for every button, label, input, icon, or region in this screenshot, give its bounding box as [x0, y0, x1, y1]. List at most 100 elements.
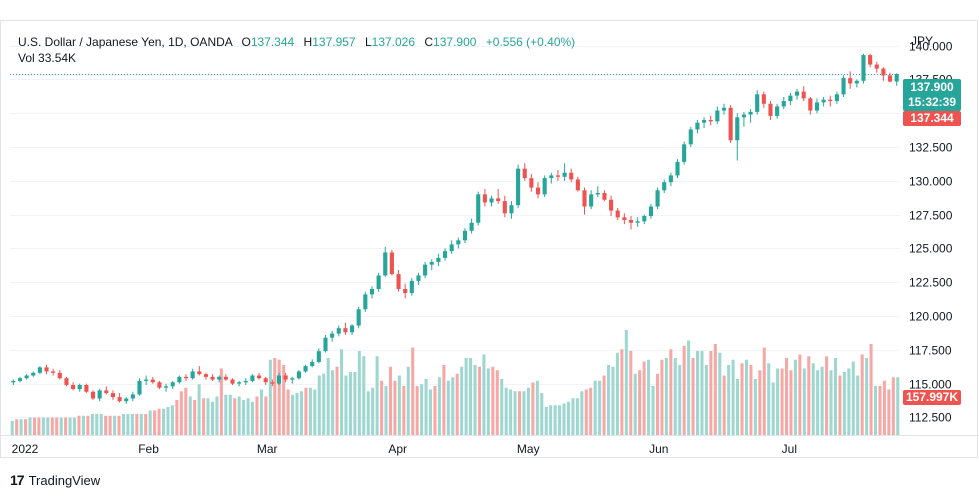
candle-body [675, 161, 680, 176]
volume-bar [758, 370, 762, 435]
price-axis-label: 125.000 [909, 242, 953, 256]
candle-body [363, 294, 368, 310]
volume-bar [157, 408, 161, 435]
volume-bar [55, 417, 59, 435]
volume-bar [50, 417, 54, 435]
volume-bar [860, 354, 864, 435]
candle-body [808, 98, 813, 111]
volume-bar [780, 368, 784, 435]
volume-bar [651, 386, 655, 435]
candle-body [848, 78, 853, 84]
candle-body [403, 288, 408, 294]
volume-bar [139, 414, 143, 435]
candle-body [44, 367, 49, 372]
volume-bar [170, 405, 174, 435]
candle-body [854, 80, 859, 84]
volume-bar [727, 365, 731, 435]
candle-body [482, 194, 487, 203]
volume-bar [798, 354, 802, 435]
volume-bar [566, 401, 570, 435]
candle-body [263, 378, 268, 383]
candle-body [330, 333, 335, 338]
volume-bar [865, 358, 869, 435]
volume-bar [638, 370, 642, 435]
volume-bar [887, 389, 891, 435]
volume-bar [615, 352, 619, 435]
symbol-title[interactable]: U.S. Dollar / Japanese Yen, 1D, OANDA [18, 35, 233, 49]
candle-body [336, 328, 341, 334]
time-axis-label: Jul [782, 442, 797, 456]
candle-body [90, 391, 96, 399]
currency-label[interactable]: JPY [911, 34, 934, 48]
candle-body [516, 168, 521, 206]
candle-body [602, 192, 607, 200]
candle-body [861, 55, 866, 81]
volume-bar [526, 387, 530, 435]
low-value: 137.026 [371, 35, 416, 49]
candle-body [702, 119, 707, 123]
price-axis-label: 127.500 [909, 209, 953, 223]
candle-body [243, 380, 248, 383]
candle-body [642, 215, 647, 222]
volume-bar [558, 405, 562, 435]
volume-bar [789, 370, 793, 435]
volume-bar [77, 415, 81, 435]
volume-bar [491, 366, 495, 435]
candle-body [349, 325, 355, 333]
volume-bar [251, 401, 255, 435]
candle-body [369, 288, 375, 295]
time-axis-label: Apr [388, 442, 407, 456]
price-axis-label: 115.000 [909, 378, 952, 392]
volume-bar [46, 417, 50, 435]
volume-bar [696, 351, 700, 435]
candle-body [828, 99, 833, 102]
volume-bar [455, 373, 459, 435]
price-axis-label: 117.500 [909, 344, 952, 358]
volume-bar [469, 358, 473, 435]
volume-bar [807, 356, 811, 435]
volume-bar [598, 380, 602, 435]
volume-bar [264, 396, 268, 435]
volume-bar [571, 398, 575, 435]
volume-bar [767, 363, 771, 435]
volume-bar [331, 370, 335, 435]
price-axis-label: 130.000 [909, 175, 953, 189]
volume-bar [308, 387, 312, 435]
volume-bar [295, 393, 299, 435]
volume-bar [513, 391, 517, 435]
volume-bar [362, 356, 366, 435]
volume-bar [682, 345, 686, 435]
volume-bar [833, 358, 837, 435]
volume-bar [722, 375, 726, 435]
volume-bar [811, 363, 815, 435]
volume-bar [286, 389, 290, 435]
volume-bar [509, 389, 513, 435]
volume-bar [424, 379, 428, 435]
volume-bar [277, 359, 281, 435]
candle-body [77, 384, 82, 390]
volume-bar [121, 414, 125, 435]
volume-bar [291, 394, 295, 435]
volume-bar [384, 386, 388, 435]
chart-legend: U.S. Dollar / Japanese Yen, 1D, OANDA O1… [18, 35, 576, 49]
candle-body [310, 361, 315, 367]
volume-bar [313, 389, 317, 435]
volume-bar [562, 403, 566, 435]
price-axis-label: 112.500 [909, 411, 952, 425]
candle-body [316, 351, 321, 362]
candle-body [51, 371, 56, 373]
candle-body [748, 111, 753, 115]
candle-body [609, 199, 614, 211]
candle-body [549, 175, 554, 179]
tradingview-logo[interactable]: 17 TradingView [10, 472, 100, 488]
candle-body [383, 252, 388, 276]
candle-body [562, 172, 567, 177]
candle-body [436, 257, 441, 262]
volume-bar [896, 377, 900, 435]
candle-body [834, 94, 839, 102]
volume-bar [464, 358, 468, 435]
time-axis-label: Feb [138, 442, 159, 456]
volume-bar [771, 382, 775, 435]
candle-body [874, 64, 879, 69]
